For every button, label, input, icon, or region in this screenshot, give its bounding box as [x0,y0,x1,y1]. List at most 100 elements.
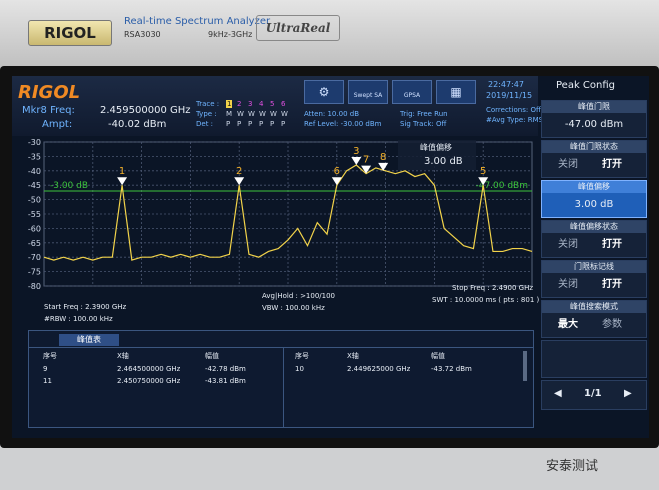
mode-gpsa[interactable]: GPSA [392,80,432,104]
peak-table: 峰值表 序号 X轴 幅值 9 2.464500000 GHz -42.78 dBm 11 2.… [28,330,534,428]
menu-label: 峰值偏移状态 [542,221,646,233]
menu-item[interactable]: 峰值偏移 3.00 dB [541,180,647,218]
trace-number: 3 [248,100,253,108]
menu-item[interactable]: 峰值偏移状态关闭 打开 [541,220,647,258]
table-cell: 2.464500000 GHz [117,365,181,373]
marker [117,177,128,186]
menu-label: 门限标记线 [542,261,646,273]
trace-type: M [226,110,233,118]
mode-swept[interactable]: Swept SA [348,80,388,104]
menu-option[interactable]: 关闭 [558,239,578,250]
menu-option[interactable]: 参数 [602,319,622,330]
trace-det: P [248,120,253,128]
y-tick-label: -35 [28,152,41,161]
page-prev[interactable]: ◀ [554,388,562,399]
table-rule [29,347,533,348]
threshold-label: -47.00 dBm [475,181,528,191]
table-cell: 10 [295,365,304,373]
trace-number: 4 [259,100,264,108]
sig-track: Sig Track: Off [400,120,447,128]
marker-label: 7 [363,155,369,166]
trace-type: W [281,110,288,118]
bezel-product: Real-time Spectrum Analyzer [124,16,271,27]
start-freq: Start Freq : 2.3900 GHz [44,303,127,311]
menu-pager[interactable]: ◀ 1/1 ▶ [541,380,647,410]
table-cell: -42.78 dBm [205,365,246,373]
menu-option[interactable]: 最大 [558,319,578,330]
atten: Atten: 10.00 dB [304,110,359,118]
offset-label: -3.00 dB [50,181,88,191]
menu-item[interactable]: 峰值门限状态关闭 打开 [541,140,647,178]
table-cell: 2.450750000 GHz [117,377,181,385]
menu-option[interactable]: 关闭 [558,279,578,290]
y-tick-label: -70 [28,253,41,262]
screen-brand: RIGOL [18,82,81,103]
trace-det: P [226,120,231,128]
menu-option[interactable]: 关闭 [558,159,578,170]
marker-label: 3 [353,146,359,157]
menu-label: 峰值门限 [542,101,646,113]
trace-type: W [237,110,244,118]
menu-title: Peak Config [556,80,616,91]
marker [234,177,245,186]
watermark: 安泰测试 [546,459,599,474]
swt: SWT : 10.0000 ms ( pts : 801 ) [432,296,540,304]
marker-freq: 2.459500000 GHz [100,105,191,116]
marker-label: 6 [334,166,340,177]
menu-value: -47.00 dBm [564,119,624,130]
trace-number: 6 [281,100,286,108]
trig: Trig: Free Run [400,110,448,118]
marker-label: 1 [119,166,125,177]
settings-icon[interactable]: ⚙ [304,80,344,104]
table-cell: 9 [43,365,48,373]
menu-option[interactable]: 打开 [602,279,622,290]
y-tick-label: -55 [28,210,41,219]
avg-hold: Avg|Hold : >100/100 [262,292,336,300]
bezel: RIGOL Real-time Spectrum Analyzer RSA303… [0,0,659,72]
corrections: Corrections: Off [486,106,541,114]
trace-number: 5 [270,100,275,108]
marker-freq-label: Mkr8 Freq: [22,105,75,116]
trace [43,164,533,261]
y-tick-label: -80 [28,282,41,291]
vbw: VBW : 100.00 kHz [262,304,325,312]
page-next[interactable]: ▶ [624,388,632,399]
table-header: X轴 [347,352,359,360]
trace-number: 1 [226,100,233,108]
menu-option[interactable]: 打开 [602,239,622,250]
clock-time: 22:47:47 [488,80,524,89]
trace-det-label: Det : [196,120,214,128]
y-tick-label: -45 [28,181,41,190]
menu-label: 峰值门限状态 [542,141,646,153]
menu-item[interactable]: 门限标记线关闭 打开 [541,260,647,298]
menu-item[interactable]: 峰值门限 -47.00 dBm [541,100,647,138]
trace-det: P [270,120,275,128]
y-tick-label: -65 [28,239,41,248]
marker-ampt: -40.02 dBm [108,119,167,130]
table-header: 序号 [43,352,57,360]
ref-level: Ref Level: -30.00 dBm [304,120,382,128]
table-cell: 2.449625000 GHz [347,365,411,373]
trace-type: W [248,110,255,118]
menu-label: 峰值偏移 [542,181,646,193]
bezel-model: RSA3030 [124,30,161,39]
bezel-brand: RIGOL [28,20,112,46]
offset-overlay: 峰值偏移 3.00 dB [398,140,476,170]
marker-label: 2 [236,166,242,177]
scrollbar[interactable] [523,351,527,381]
menu-item[interactable]: 峰值搜索模式 最大 参数 [541,300,647,338]
table-cell: -43.81 dBm [205,377,246,385]
marker-label: 5 [480,166,486,177]
y-tick-label: -60 [28,224,41,233]
marker [331,177,342,186]
bezel-range: 9kHz-3GHz [208,30,253,39]
layout-icon[interactable]: ▦ [436,80,476,104]
table-title: 峰值表 [59,334,119,346]
y-tick-label: -30 [28,138,41,147]
marker-ampt-label: Ampt: [42,119,73,130]
table-header: 幅值 [431,352,445,360]
menu-option[interactable]: 打开 [602,159,622,170]
y-tick-label: -50 [28,196,41,205]
marker [351,157,362,166]
